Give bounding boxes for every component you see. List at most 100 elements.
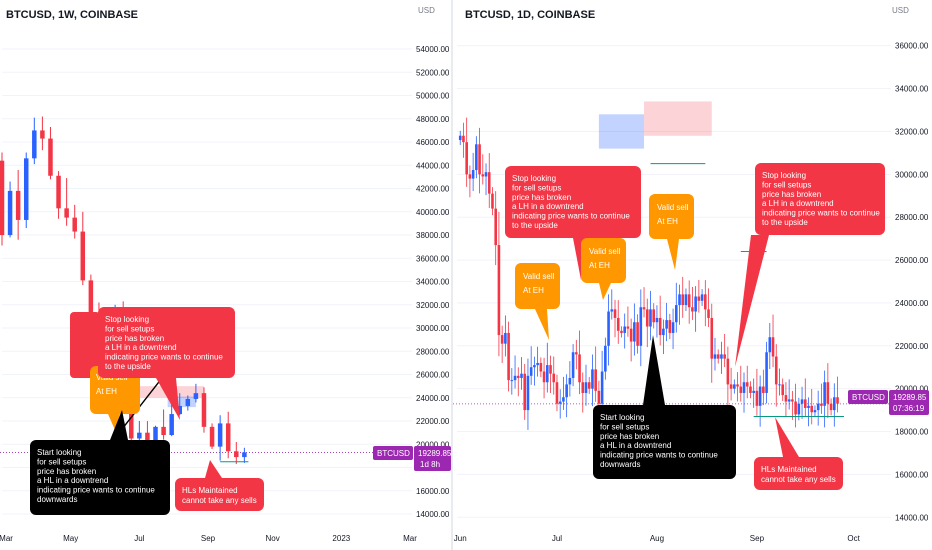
daily-badge-ticker-bg — [848, 390, 888, 404]
R-x-tick-label: Jul — [552, 534, 562, 543]
daily-annotation-r-valid-sell-2[interactable]: Valid sell At EH — [581, 238, 626, 300]
daily-candle-body — [626, 326, 630, 329]
daily-annotation-box — [649, 194, 694, 239]
weekly-candle-body — [177, 405, 182, 415]
daily-annotation-line: for sell setups — [512, 183, 561, 192]
daily-candle-body — [558, 401, 562, 404]
daily-candle-body — [752, 390, 755, 393]
daily-annotation-r-valid-sell-3[interactable]: Valid sell At EH — [649, 194, 694, 270]
daily-candle-body — [594, 369, 597, 391]
daily-candle-body — [642, 307, 646, 310]
daily-annotation-pointer — [667, 239, 679, 270]
weekly-candle-body — [209, 426, 215, 447]
daily-candle-body — [497, 245, 501, 336]
weekly-annotation-line: Start looking — [37, 448, 81, 457]
daily-candle-body — [810, 405, 814, 413]
weekly-annotation-line: a HL in a downtrend — [37, 476, 108, 485]
daily-candle-body — [836, 397, 839, 404]
daily-candle-body — [607, 311, 610, 346]
daily-candle-body — [516, 375, 520, 378]
weekly-annotation-line: a LH in a downtrend — [105, 343, 177, 352]
weekly-badge-ticker-bg — [373, 446, 413, 460]
weekly-badge-price: 19289.85 — [418, 449, 452, 458]
daily-time-axis: Jun Jul Aug Sep Oct — [454, 534, 861, 543]
daily-annotation-line: Valid sell — [523, 272, 555, 281]
daily-candle-body — [510, 380, 514, 382]
L-y-tick-label: 16000.00 — [416, 487, 450, 496]
daily-candle-body — [652, 309, 656, 323]
L-y-tick-label: 48000.00 — [416, 115, 450, 124]
weekly-annotation-line: for sell setups — [37, 457, 86, 466]
weekly-annotation-pointer — [108, 414, 120, 430]
daily-annotation-box — [755, 163, 885, 235]
R-x-tick-label: Sep — [750, 534, 765, 543]
daily-candle-body — [784, 395, 788, 402]
weekly-candle-body — [40, 130, 45, 139]
daily-candle-body — [487, 172, 491, 194]
L-x-tick-label: Mar — [0, 534, 13, 543]
daily-candle-body — [733, 384, 736, 389]
daily-candle-body — [581, 382, 585, 393]
daily-annotation-line: a HL in a downtrend — [600, 441, 671, 450]
daily-candle-body — [662, 328, 665, 336]
daily-candle-body — [791, 399, 794, 402]
R-y-tick-label: 24000.00 — [895, 299, 929, 308]
R-x-tick-label: Oct — [847, 534, 860, 543]
daily-candle-body — [616, 317, 620, 331]
daily-candle-body — [620, 330, 623, 333]
daily-annotation-line: At EH — [589, 261, 610, 270]
daily-candle-body — [587, 382, 591, 389]
daily-candle-body — [813, 410, 817, 413]
daily-candle-body — [668, 320, 672, 333]
daily-annotation-box — [754, 457, 843, 490]
daily-annotation-line: downwards — [600, 460, 640, 469]
daily-candle-body — [826, 382, 830, 404]
daily-candle-body — [542, 371, 546, 383]
daily-candles — [458, 117, 839, 430]
L-y-tick-label: 24000.00 — [416, 394, 450, 403]
daily-annotation-pointer — [775, 417, 799, 457]
daily-annotation-line: for sell setups — [762, 180, 811, 189]
weekly-candle-body — [88, 280, 94, 313]
L-y-tick-label: 40000.00 — [416, 208, 450, 217]
weekly-annotation-line: downwards — [37, 495, 77, 504]
daily-candle-body — [481, 174, 485, 177]
daily-candle-body — [665, 320, 668, 329]
L-x-tick-label: May — [63, 534, 78, 543]
daily-candle-body — [494, 208, 497, 246]
daily-candle-body — [755, 390, 759, 406]
daily-annotation-line: Start looking — [600, 413, 644, 422]
daily-candle-body — [807, 405, 810, 408]
daily-candle-body — [694, 296, 697, 312]
L-y-tick-label: 42000.00 — [416, 185, 450, 194]
daily-candle-body — [758, 386, 762, 406]
daily-candle-body — [645, 309, 649, 327]
daily-candle-body — [833, 397, 836, 411]
weekly-candle-body — [15, 190, 21, 220]
daily-candle-body — [507, 332, 510, 381]
weekly-candle-body — [7, 190, 13, 236]
daily-candle-body — [778, 384, 781, 386]
daily-candle-body — [468, 174, 472, 179]
daily-annotation-r-valid-sell-1[interactable]: Valid sell At EH — [515, 263, 560, 340]
daily-annotation-line: to the upside — [512, 221, 558, 230]
daily-candle-body — [816, 403, 820, 411]
daily-sell-zone — [644, 101, 712, 136]
R-y-tick-label: 30000.00 — [895, 170, 929, 179]
weekly-candle-body — [185, 398, 191, 406]
daily-candle-body — [575, 352, 578, 355]
daily-candle-body — [749, 386, 752, 393]
daily-candle-body — [723, 354, 726, 359]
daily-candle-body — [774, 356, 778, 385]
weekly-candle-body — [201, 393, 207, 427]
daily-candle-body — [504, 332, 507, 344]
